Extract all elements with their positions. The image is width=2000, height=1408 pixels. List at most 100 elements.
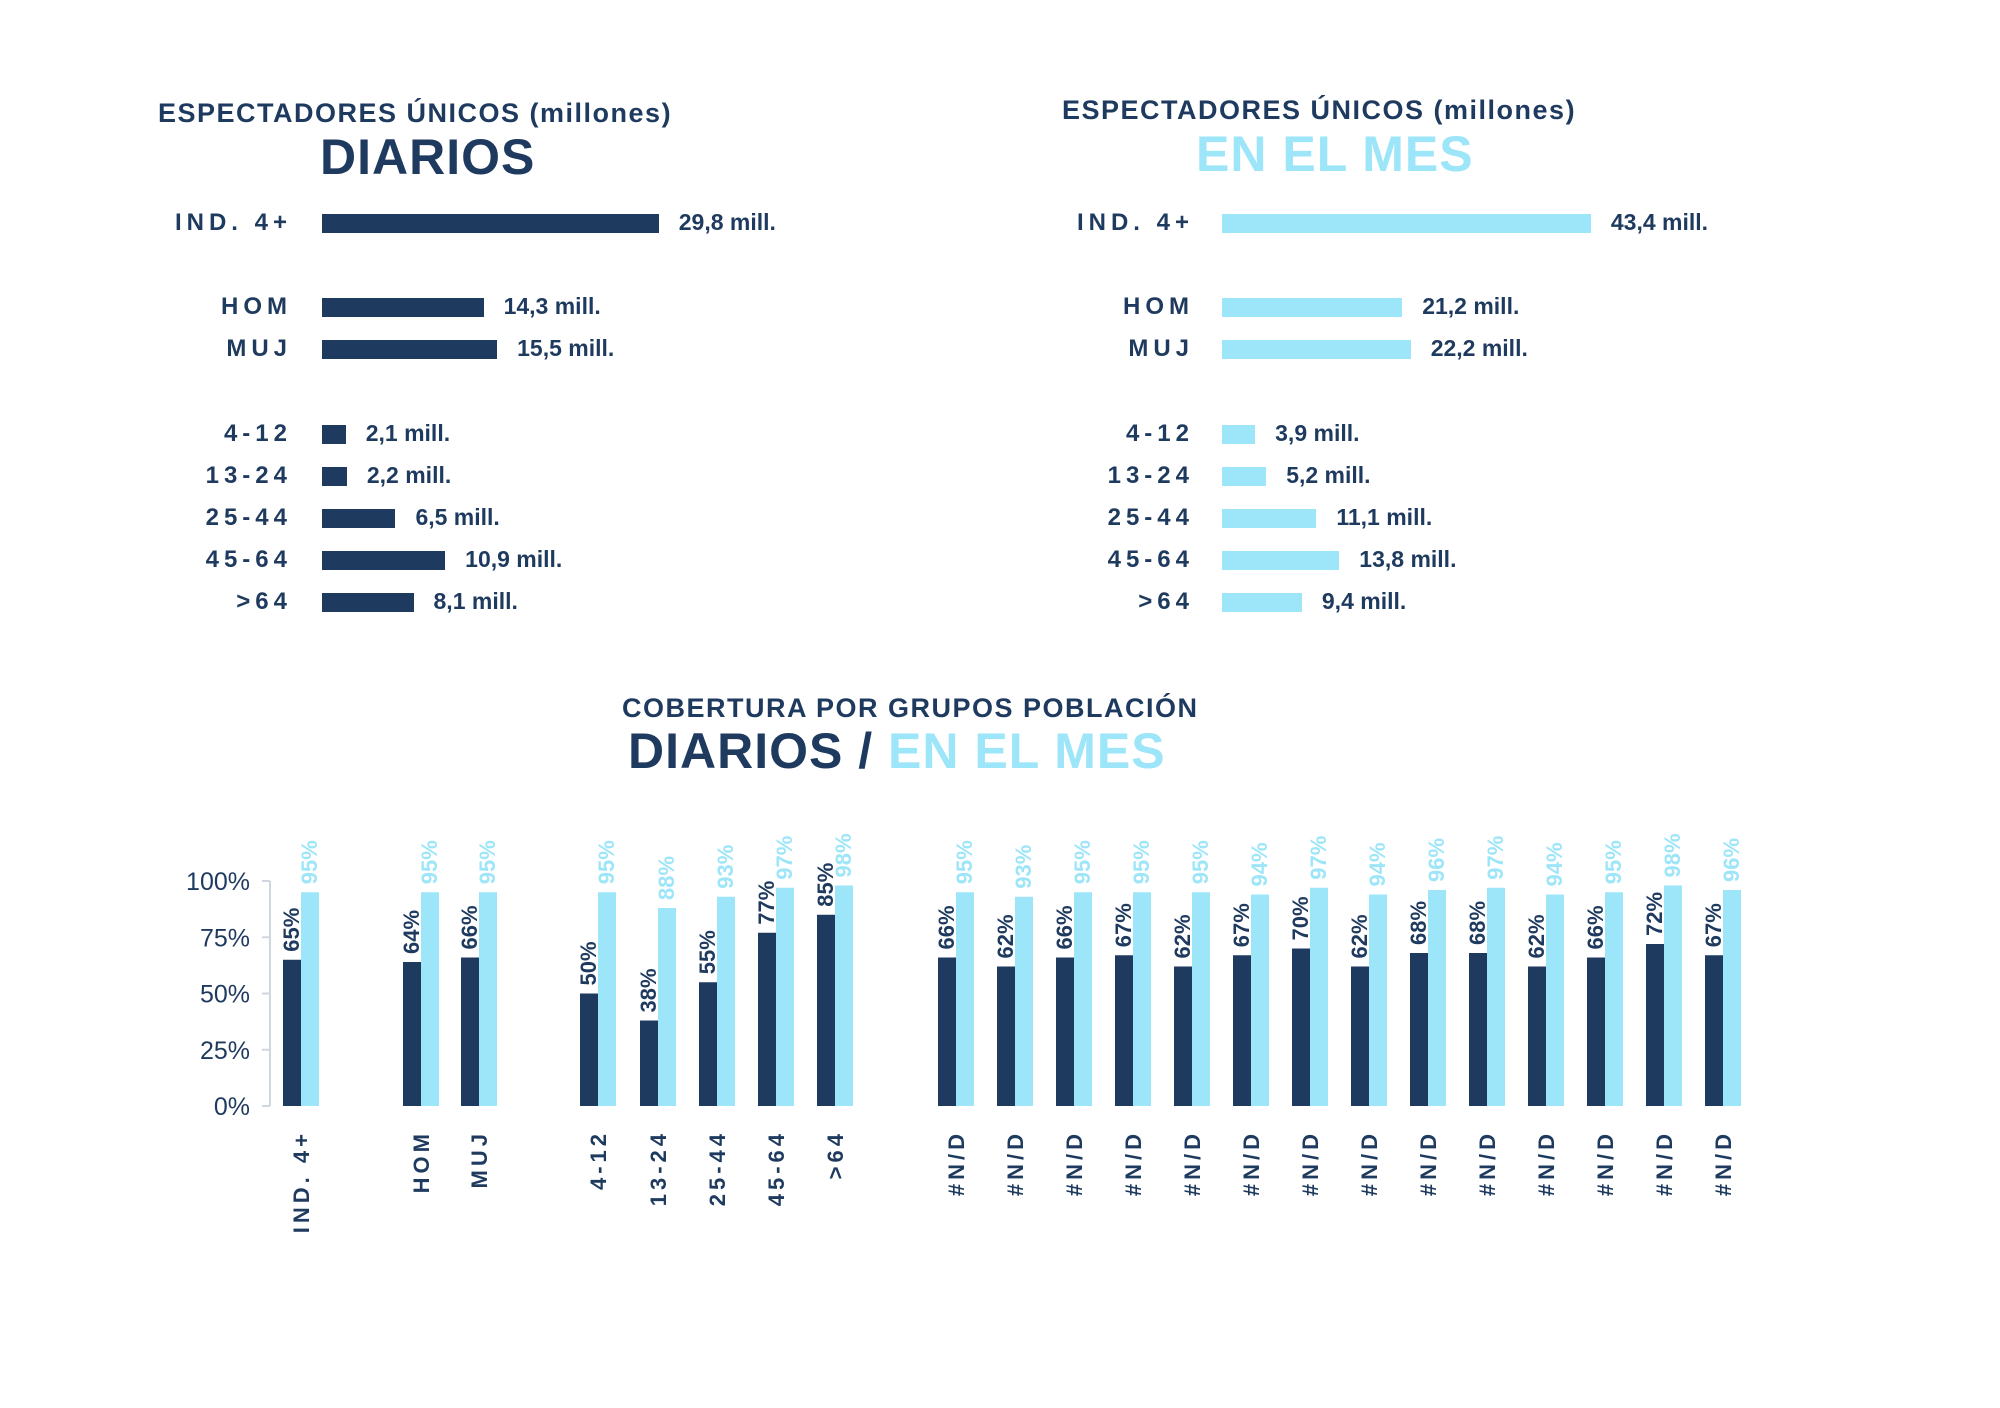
x-category-label: >64 (823, 1130, 848, 1179)
x-category-label: MUJ (467, 1130, 492, 1188)
bar (1222, 509, 1317, 528)
category-label: >64 (1138, 588, 1194, 615)
cobertura-title-mes: EN EL MES (888, 723, 1166, 779)
bar-diarios (1174, 966, 1192, 1106)
x-category-label: 13-24 (646, 1130, 671, 1206)
bar-diarios (283, 959, 301, 1106)
bar-diarios (1056, 957, 1074, 1106)
cobertura-title-diarios: DIARIOS (628, 723, 844, 779)
category-label: 45-64 (205, 546, 292, 573)
bar (1222, 593, 1302, 612)
data-label-en-el-mes: 94% (1365, 842, 1390, 886)
data-label-en-el-mes: 95% (1188, 840, 1213, 884)
data-label-diarios: 68% (1465, 901, 1490, 945)
bar-en-el-mes (1133, 892, 1151, 1106)
bar-en-el-mes (1428, 890, 1446, 1106)
bar-diarios (1469, 953, 1487, 1106)
x-category-label: HOM (409, 1130, 434, 1193)
category-label: IND. 4+ (1076, 209, 1194, 236)
bar-en-el-mes (776, 887, 794, 1106)
bar-en-el-mes (479, 892, 497, 1106)
bar (322, 593, 414, 612)
bar (1222, 467, 1267, 486)
value-label: 15,5 mill. (517, 335, 615, 361)
bar (322, 551, 446, 570)
category-label: 45-64 (1107, 546, 1194, 573)
bar-en-el-mes (1546, 894, 1564, 1106)
data-label-diarios: 62% (1524, 914, 1549, 958)
bar (322, 298, 484, 317)
bar-en-el-mes (835, 885, 853, 1106)
value-label: 2,2 mill. (366, 462, 452, 488)
mes-title: EN EL MES (1196, 126, 1474, 182)
bar-en-el-mes (956, 892, 974, 1106)
bar-en-el-mes (1015, 896, 1033, 1106)
bar-diarios (997, 966, 1015, 1106)
data-label-en-el-mes: 95% (952, 840, 977, 884)
y-tick-label: 0% (214, 1093, 250, 1121)
x-category-label: #N/D (944, 1130, 969, 1196)
mes-subtitle: ESPECTADORES ÚNICOS (millones) (1062, 95, 1577, 125)
bar-diarios (640, 1020, 658, 1106)
bar-en-el-mes (1192, 892, 1210, 1106)
data-label-en-el-mes: 97% (772, 836, 797, 880)
y-tick-label: 25% (200, 1037, 250, 1065)
bar-diarios (1233, 955, 1251, 1106)
x-category-label: #N/D (1062, 1130, 1087, 1196)
bar-diarios (1646, 944, 1664, 1106)
bar-en-el-mes (1487, 887, 1505, 1106)
bar-en-el-mes (717, 896, 735, 1106)
value-label: 13,8 mill. (1359, 546, 1457, 572)
value-label: 3,9 mill. (1275, 420, 1360, 446)
data-label-diarios: 65% (279, 908, 304, 952)
value-label: 29,8 mill. (678, 209, 776, 235)
value-label: 14,3 mill. (503, 293, 601, 319)
bar-en-el-mes (421, 892, 439, 1106)
x-category-label: #N/D (1121, 1130, 1146, 1196)
data-label-diarios: 50% (576, 941, 601, 985)
data-label-diarios: 67% (1229, 903, 1254, 947)
x-category-label: #N/D (1180, 1130, 1205, 1196)
bar-diarios (461, 957, 479, 1106)
bar-en-el-mes (1369, 894, 1387, 1106)
data-label-en-el-mes: 97% (1483, 836, 1508, 880)
data-label-diarios: 62% (1170, 914, 1195, 958)
data-label-diarios: 67% (1111, 903, 1136, 947)
bar (322, 467, 347, 486)
bar-en-el-mes (1074, 892, 1092, 1106)
bar (1222, 214, 1591, 233)
data-label-en-el-mes: 97% (1306, 836, 1331, 880)
value-label: 8,1 mill. (433, 588, 518, 614)
bar-diarios (1351, 966, 1369, 1106)
data-label-diarios: 38% (636, 968, 661, 1012)
cobertura-title: DIARIOS / EN EL MES (628, 722, 1166, 780)
x-category-label: #N/D (1357, 1130, 1382, 1196)
data-label-diarios: 62% (1347, 914, 1372, 958)
bar (322, 509, 396, 528)
data-label-diarios: 66% (457, 905, 482, 949)
x-category-label: 25-44 (705, 1130, 730, 1206)
value-label: 11,1 mill. (1336, 504, 1433, 530)
bar-diarios (817, 914, 835, 1106)
value-label: 21,2 mill. (1422, 293, 1520, 319)
category-label: 13-24 (205, 462, 292, 489)
bar-diarios (1410, 953, 1428, 1106)
value-label: 9,4 mill. (1321, 588, 1407, 614)
category-label: 13-24 (1107, 462, 1194, 489)
x-category-label: #N/D (1711, 1130, 1736, 1196)
category-label: 25-44 (205, 504, 292, 531)
category-label: 4-12 (1125, 420, 1194, 447)
bar-diarios (580, 993, 598, 1106)
bar-en-el-mes (1310, 887, 1328, 1106)
value-label: 43,4 mill. (1610, 209, 1709, 235)
category-label: IND. 4+ (174, 209, 292, 236)
x-category-label: #N/D (1534, 1130, 1559, 1196)
data-label-en-el-mes: 95% (1070, 840, 1095, 884)
category-label: 25-44 (1107, 504, 1194, 531)
value-label: 6,5 mill. (415, 504, 500, 530)
data-label-en-el-mes: 95% (1601, 840, 1626, 884)
value-label: 5,2 mill. (1286, 462, 1371, 488)
category-label: MUJ (1128, 335, 1194, 362)
x-category-label: 4-12 (586, 1130, 611, 1190)
bar (1222, 425, 1256, 444)
